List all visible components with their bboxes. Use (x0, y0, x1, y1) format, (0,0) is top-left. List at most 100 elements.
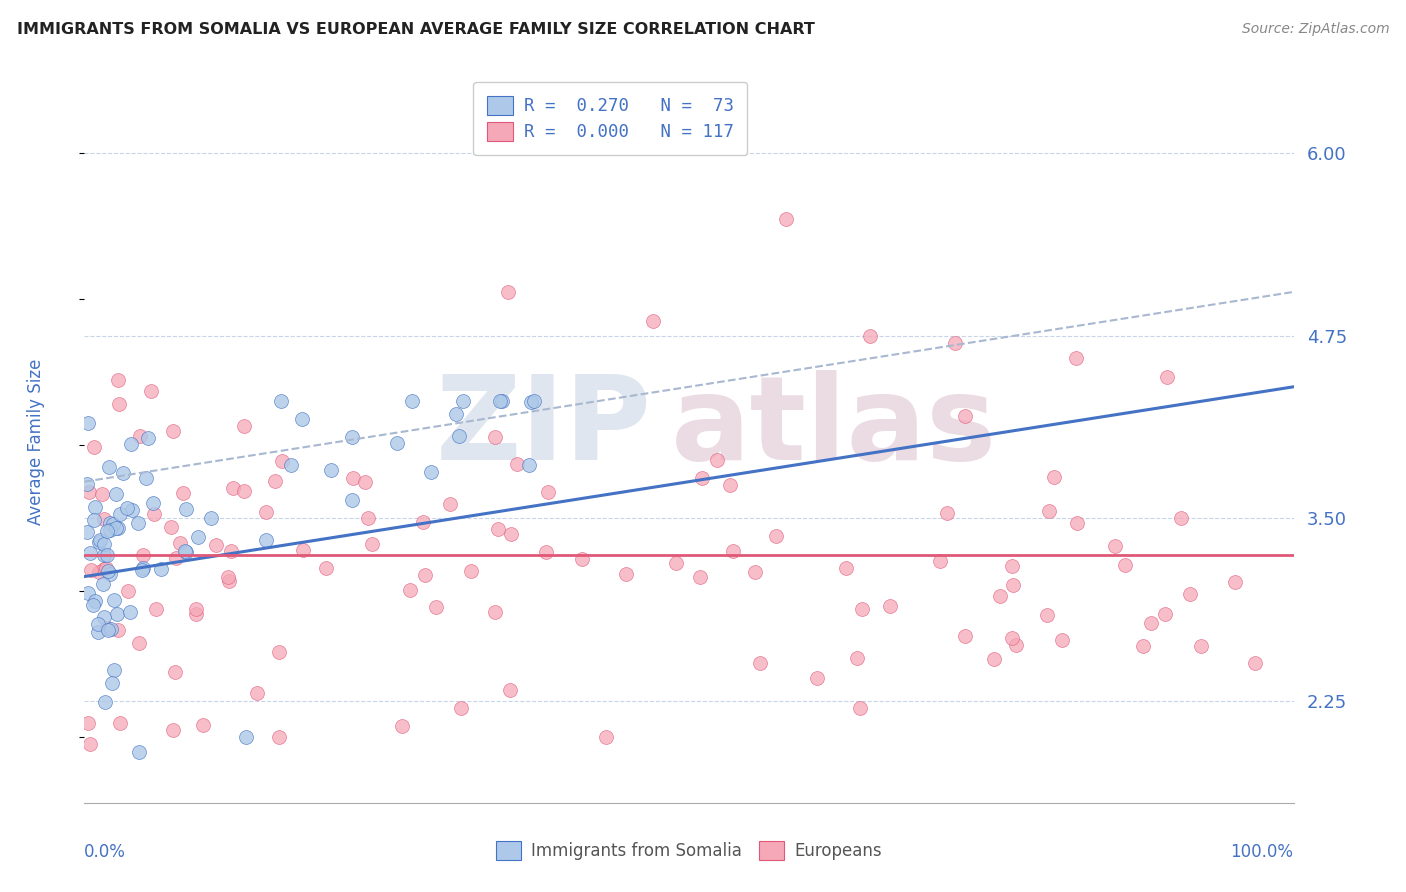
Point (91, 576, 114, 591)
Point (97, 564, 120, 578)
Point (1243, 657, 1265, 671)
Point (120, 437, 142, 451)
Point (77, 715, 100, 730)
Point (200, 510, 222, 524)
Point (488, 394, 510, 409)
Point (689, 570, 711, 584)
Point (98, 516, 121, 531)
Point (1036, 607, 1059, 622)
Point (93, 548, 115, 562)
Point (233, 418, 256, 433)
Point (385, 435, 408, 450)
Point (1189, 639, 1212, 653)
Point (484, 430, 506, 444)
Point (94, 560, 117, 574)
Point (269, 645, 291, 659)
Point (943, 336, 966, 351)
Point (292, 543, 315, 558)
Point (76, 525, 98, 540)
Point (76, 476, 98, 491)
Point (1180, 587, 1202, 601)
Point (222, 481, 245, 495)
Point (399, 583, 422, 598)
Point (100, 622, 122, 636)
Point (128, 745, 150, 759)
Point (93, 610, 115, 624)
Point (1066, 516, 1088, 531)
Text: atlas: atlas (671, 369, 997, 484)
Point (748, 657, 770, 671)
Point (87, 616, 110, 631)
Point (187, 530, 209, 544)
Point (218, 574, 240, 588)
Point (132, 561, 155, 575)
Point (491, 394, 513, 409)
Point (86, 624, 108, 639)
Point (246, 686, 269, 700)
Point (988, 589, 1011, 603)
Point (846, 651, 869, 665)
Point (520, 394, 543, 409)
Point (91, 487, 114, 501)
Text: 100.0%: 100.0% (1230, 843, 1294, 861)
Point (98, 523, 121, 537)
Point (1001, 559, 1024, 574)
Point (1140, 615, 1163, 630)
Point (879, 599, 901, 613)
Point (523, 394, 546, 409)
Point (221, 543, 243, 558)
Point (1223, 575, 1246, 590)
Point (110, 507, 132, 521)
Point (267, 730, 290, 744)
Point (83, 513, 105, 527)
Point (1156, 370, 1178, 384)
Point (84, 594, 107, 608)
Point (496, 285, 519, 299)
Point (641, 314, 664, 328)
Point (129, 429, 152, 443)
Point (118, 605, 141, 619)
Point (354, 475, 377, 489)
Point (425, 599, 447, 614)
Point (955, 409, 977, 423)
Point (280, 458, 302, 472)
Point (315, 560, 337, 574)
Point (449, 428, 471, 442)
Point (169, 535, 191, 549)
Point (121, 502, 143, 516)
Point (162, 424, 184, 438)
Point (89, 533, 111, 547)
Point (97, 623, 120, 637)
Point (775, 211, 797, 226)
Point (357, 511, 380, 525)
Point (108, 716, 131, 731)
Point (162, 723, 184, 737)
Point (450, 701, 472, 715)
Point (93, 536, 115, 550)
Point (342, 471, 364, 485)
Point (105, 607, 128, 622)
Text: 0.0%: 0.0% (84, 843, 127, 861)
Point (391, 719, 413, 733)
Point (205, 538, 228, 552)
Point (173, 543, 195, 558)
Point (486, 522, 509, 536)
Point (127, 516, 149, 530)
Point (506, 457, 529, 471)
Point (499, 683, 522, 698)
Point (718, 477, 741, 491)
Point (291, 411, 314, 425)
Point (96, 548, 118, 562)
Point (93, 695, 115, 709)
Point (77, 484, 100, 499)
Point (138, 431, 160, 445)
Point (128, 636, 150, 650)
Point (1104, 539, 1126, 553)
Point (859, 328, 882, 343)
Point (765, 529, 787, 543)
Point (254, 533, 277, 547)
Point (107, 624, 129, 638)
Point (163, 665, 186, 679)
Point (439, 496, 461, 510)
Point (101, 517, 124, 532)
